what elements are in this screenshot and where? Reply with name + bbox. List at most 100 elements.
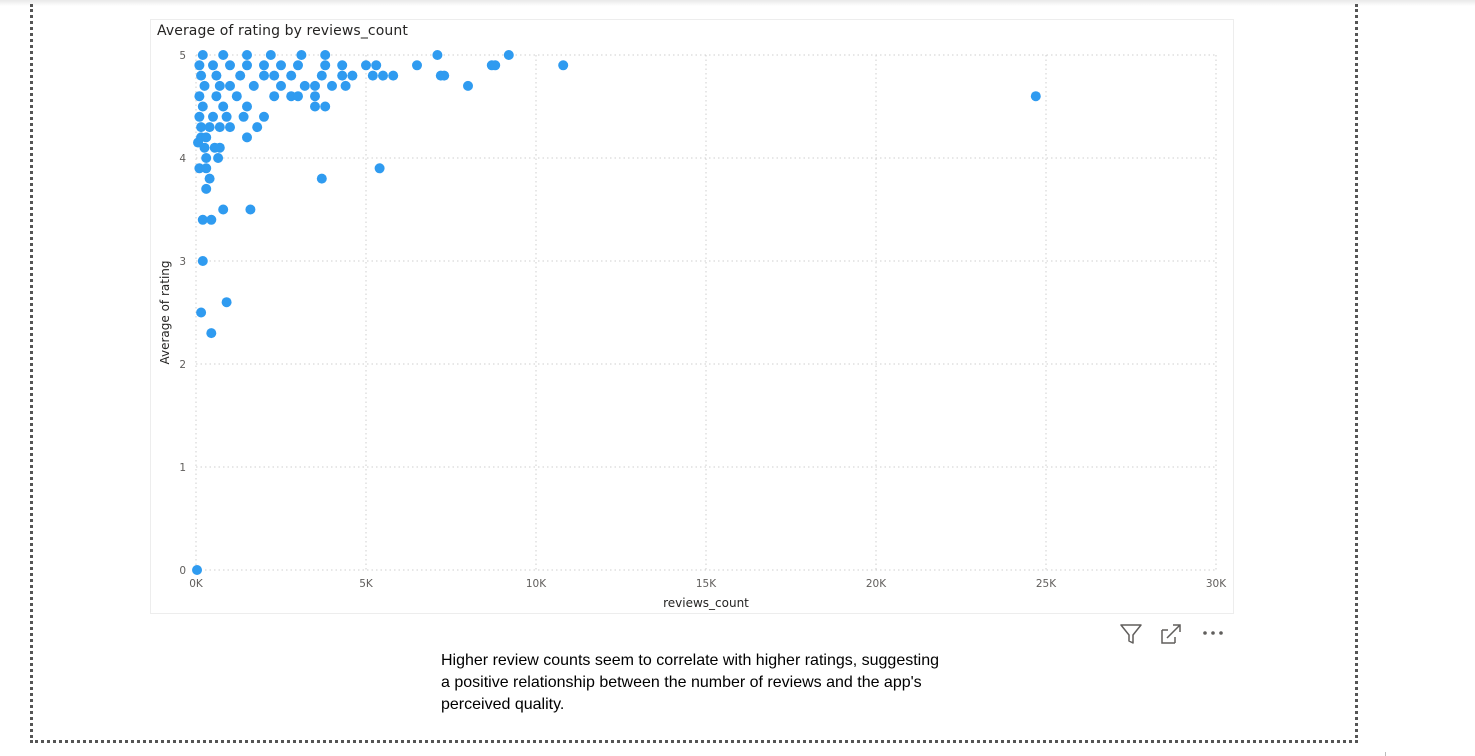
data-point[interactable] — [201, 163, 212, 174]
data-point[interactable] — [201, 153, 212, 163]
data-point[interactable] — [252, 122, 263, 133]
x-tick-label: 5K — [359, 578, 374, 590]
more-options-icon[interactable] — [1200, 621, 1226, 647]
data-point[interactable] — [269, 70, 280, 81]
data-point[interactable] — [206, 214, 217, 225]
scatter-chart[interactable]: 0 1 2 3 4 5 0K 5K 10K 15K 20K 25K 30K reviews_count… — [151, 20, 1233, 613]
data-point[interactable] — [221, 297, 232, 308]
data-point[interactable] — [225, 122, 235, 133]
data-point[interactable] — [235, 70, 246, 81]
data-point[interactable] — [347, 70, 358, 81]
data-point[interactable] — [242, 101, 252, 112]
data-point[interactable] — [194, 91, 205, 102]
data-point[interactable] — [197, 101, 208, 112]
data-point[interactable] — [196, 307, 207, 318]
data-point[interactable] — [201, 132, 212, 143]
data-point[interactable] — [361, 60, 371, 71]
data-point[interactable] — [327, 80, 337, 91]
data-point[interactable] — [286, 70, 297, 81]
data-point[interactable] — [221, 111, 232, 122]
data-point[interactable] — [378, 70, 388, 81]
data-point[interactable] — [316, 173, 327, 184]
data-point[interactable] — [310, 101, 320, 112]
data-point[interactable] — [214, 122, 225, 133]
data-point[interactable] — [208, 111, 218, 122]
data-point[interactable] — [276, 60, 286, 71]
data-point[interactable] — [204, 122, 215, 133]
data-point[interactable] — [214, 142, 225, 153]
data-point[interactable] — [276, 80, 286, 91]
data-point[interactable] — [197, 50, 208, 60]
data-point[interactable] — [242, 50, 252, 60]
data-point[interactable] — [208, 60, 218, 71]
y-tick-label: 1 — [179, 462, 186, 474]
data-point[interactable] — [310, 80, 320, 91]
scatter-chart-visual[interactable]: Average of rating by reviews_count 0 1 2 3 4… — [150, 19, 1234, 614]
data-point[interactable] — [1030, 91, 1041, 102]
data-point[interactable] — [213, 153, 224, 163]
data-point[interactable] — [225, 60, 235, 71]
data-point[interactable] — [265, 50, 276, 60]
data-point[interactable] — [218, 50, 229, 60]
data-point[interactable] — [206, 328, 217, 339]
data-point[interactable] — [245, 204, 256, 215]
data-point[interactable] — [490, 60, 501, 71]
data-point[interactable] — [367, 70, 378, 81]
data-point[interactable] — [337, 70, 348, 81]
data-point[interactable] — [463, 80, 473, 91]
y-axis-tick-labels: 0 1 2 3 4 5 — [179, 50, 186, 577]
data-point[interactable] — [337, 60, 348, 71]
data-point[interactable] — [503, 50, 514, 60]
data-point[interactable] — [388, 70, 399, 81]
y-tick-label: 4 — [179, 153, 186, 165]
data-point[interactable] — [340, 80, 351, 91]
data-point[interactable] — [320, 101, 331, 112]
data-point[interactable] — [196, 70, 207, 81]
data-point[interactable] — [248, 80, 259, 91]
data-point[interactable] — [259, 60, 269, 71]
data-point[interactable] — [299, 80, 310, 91]
data-point[interactable] — [293, 91, 303, 102]
data-point[interactable] — [211, 91, 222, 102]
data-point[interactable] — [558, 60, 569, 71]
visual-header-icons — [1118, 621, 1228, 647]
data-point[interactable] — [269, 91, 280, 102]
data-point[interactable] — [320, 60, 331, 71]
data-point[interactable] — [218, 101, 229, 112]
data-point[interactable] — [432, 50, 443, 60]
data-point[interactable] — [371, 60, 382, 71]
data-point[interactable] — [192, 565, 203, 575]
data-point[interactable] — [197, 256, 208, 266]
data-point[interactable] — [310, 91, 320, 102]
data-point[interactable] — [374, 163, 385, 174]
data-point[interactable] — [412, 60, 422, 71]
data-point[interactable] — [194, 60, 205, 71]
data-point[interactable] — [231, 91, 242, 102]
x-axis-tick-labels: 0K 5K 10K 15K 20K 25K 30K — [189, 578, 1227, 590]
data-point[interactable] — [225, 80, 235, 91]
data-point[interactable] — [439, 70, 450, 81]
data-point[interactable] — [296, 50, 307, 60]
scatter-points[interactable] — [192, 50, 1041, 575]
focus-mode-icon[interactable] — [1158, 621, 1184, 647]
data-point[interactable] — [218, 204, 229, 215]
data-point[interactable] — [201, 183, 212, 194]
x-tick-label: 30K — [1206, 578, 1227, 590]
data-point[interactable] — [320, 50, 331, 60]
chart-title: Average of rating by reviews_count — [157, 23, 408, 39]
data-point[interactable] — [211, 70, 222, 81]
data-point[interactable] — [316, 70, 327, 81]
data-point[interactable] — [242, 60, 252, 71]
data-point[interactable] — [214, 80, 225, 91]
data-point[interactable] — [197, 214, 208, 225]
filter-icon[interactable] — [1118, 621, 1144, 647]
data-point[interactable] — [259, 70, 269, 81]
data-point[interactable] — [204, 173, 215, 184]
data-point[interactable] — [199, 80, 210, 91]
data-point[interactable] — [194, 111, 205, 122]
data-point[interactable] — [238, 111, 249, 122]
data-point[interactable] — [196, 122, 207, 133]
data-point[interactable] — [293, 60, 303, 71]
data-point[interactable] — [259, 111, 269, 122]
data-point[interactable] — [242, 132, 252, 143]
